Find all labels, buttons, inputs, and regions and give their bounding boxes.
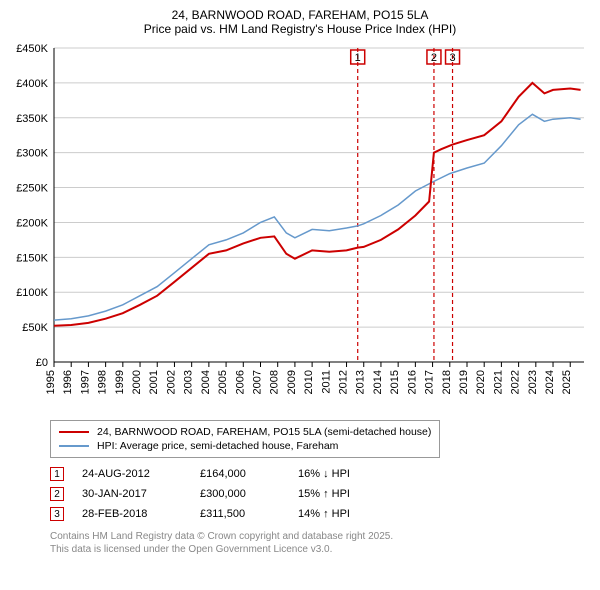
- svg-text:2022: 2022: [510, 370, 522, 394]
- svg-text:2000: 2000: [131, 370, 143, 394]
- svg-text:2013: 2013: [355, 370, 367, 394]
- title-line2: Price paid vs. HM Land Registry's House …: [10, 22, 590, 36]
- event-pct: 15% ↑ HPI: [298, 488, 378, 500]
- svg-text:2004: 2004: [200, 370, 212, 394]
- svg-text:£400K: £400K: [16, 78, 48, 90]
- svg-text:2009: 2009: [286, 370, 298, 394]
- legend: 24, BARNWOOD ROAD, FAREHAM, PO15 5LA (se…: [50, 420, 440, 458]
- svg-text:£100K: £100K: [16, 287, 48, 299]
- event-date: 28-FEB-2018: [82, 508, 182, 520]
- svg-text:2023: 2023: [527, 370, 539, 394]
- title-line1: 24, BARNWOOD ROAD, FAREHAM, PO15 5LA: [10, 8, 590, 22]
- svg-text:2014: 2014: [372, 370, 384, 394]
- svg-text:1996: 1996: [62, 370, 74, 394]
- svg-text:2016: 2016: [406, 370, 418, 394]
- svg-text:2015: 2015: [389, 370, 401, 394]
- event-pct: 16% ↓ HPI: [298, 468, 378, 480]
- attribution: Contains HM Land Registry data © Crown c…: [50, 530, 590, 556]
- svg-text:2024: 2024: [544, 370, 556, 394]
- svg-text:2: 2: [431, 52, 437, 64]
- svg-text:2025: 2025: [561, 370, 573, 394]
- svg-text:2005: 2005: [217, 370, 229, 394]
- svg-text:2003: 2003: [183, 370, 195, 394]
- legend-swatch: [59, 445, 89, 447]
- legend-label: HPI: Average price, semi-detached house,…: [97, 440, 338, 452]
- svg-text:2002: 2002: [165, 370, 177, 394]
- event-row: 1 24-AUG-2012 £164,000 16% ↓ HPI: [50, 464, 590, 484]
- event-marker: 2: [50, 487, 64, 501]
- svg-text:£300K: £300K: [16, 148, 48, 160]
- svg-text:2012: 2012: [338, 370, 350, 394]
- svg-text:1997: 1997: [79, 370, 91, 394]
- svg-text:2008: 2008: [269, 370, 281, 394]
- svg-text:1995: 1995: [45, 370, 57, 394]
- svg-text:2019: 2019: [458, 370, 470, 394]
- svg-text:2007: 2007: [251, 370, 263, 394]
- events-table: 1 24-AUG-2012 £164,000 16% ↓ HPI 2 30-JAN-201…: [50, 464, 590, 524]
- svg-text:2018: 2018: [441, 370, 453, 394]
- event-pct: 14% ↑ HPI: [298, 508, 378, 520]
- legend-row: 24, BARNWOOD ROAD, FAREHAM, PO15 5LA (se…: [59, 425, 431, 439]
- chart-plot: £0 £50K £100K £150K £200K £250K £300K £350K £400…: [10, 42, 590, 412]
- svg-text:2020: 2020: [475, 370, 487, 394]
- event-date: 30-JAN-2017: [82, 488, 182, 500]
- event-price: £164,000: [200, 468, 280, 480]
- event-date: 24-AUG-2012: [82, 468, 182, 480]
- chart-title: 24, BARNWOOD ROAD, FAREHAM, PO15 5LA Pri…: [10, 8, 590, 36]
- chart-svg: £0 £50K £100K £150K £200K £250K £300K £350K £400…: [10, 42, 590, 412]
- svg-text:2017: 2017: [424, 370, 436, 394]
- svg-text:1998: 1998: [97, 370, 109, 394]
- svg-text:£350K: £350K: [16, 113, 48, 125]
- svg-text:1: 1: [355, 52, 361, 64]
- svg-text:2001: 2001: [148, 370, 160, 394]
- event-row: 3 28-FEB-2018 £311,500 14% ↑ HPI: [50, 504, 590, 524]
- svg-text:3: 3: [449, 52, 455, 64]
- svg-text:2006: 2006: [234, 370, 246, 394]
- attribution-line2: This data is licensed under the Open Gov…: [50, 543, 590, 556]
- svg-text:£150K: £150K: [16, 252, 48, 264]
- chart-container: 24, BARNWOOD ROAD, FAREHAM, PO15 5LA Pri…: [0, 0, 600, 566]
- event-price: £311,500: [200, 508, 280, 520]
- legend-swatch: [59, 431, 89, 433]
- svg-text:1999: 1999: [114, 370, 126, 394]
- svg-text:2010: 2010: [303, 370, 315, 394]
- event-marker: 1: [50, 467, 64, 481]
- event-price: £300,000: [200, 488, 280, 500]
- svg-text:£200K: £200K: [16, 217, 48, 229]
- legend-row: HPI: Average price, semi-detached house,…: [59, 439, 431, 453]
- svg-text:2011: 2011: [320, 370, 332, 394]
- event-row: 2 30-JAN-2017 £300,000 15% ↑ HPI: [50, 484, 590, 504]
- svg-text:£50K: £50K: [22, 322, 48, 334]
- svg-text:£0: £0: [36, 357, 48, 369]
- svg-text:£450K: £450K: [16, 43, 48, 55]
- legend-label: 24, BARNWOOD ROAD, FAREHAM, PO15 5LA (se…: [97, 426, 431, 438]
- event-marker: 3: [50, 507, 64, 521]
- svg-text:2021: 2021: [492, 370, 504, 394]
- svg-text:£250K: £250K: [16, 183, 48, 195]
- attribution-line1: Contains HM Land Registry data © Crown c…: [50, 530, 590, 543]
